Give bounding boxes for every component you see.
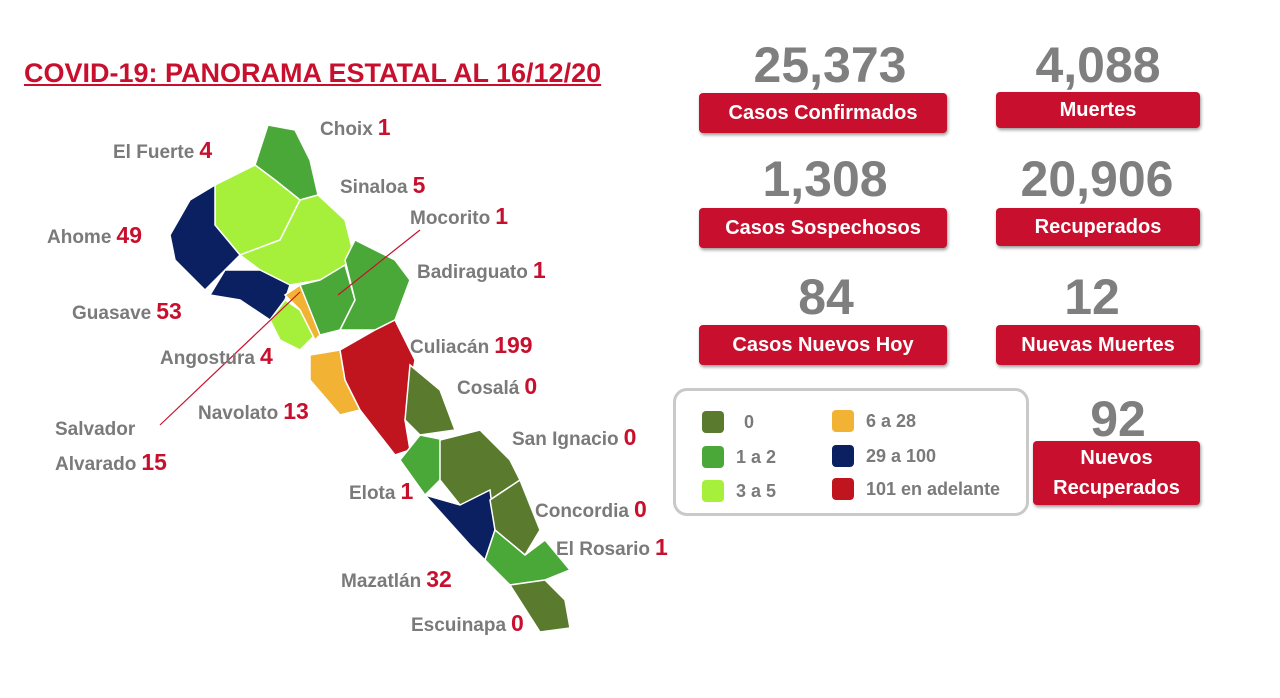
municipality: Angostura 4 xyxy=(160,343,273,370)
culiacan xyxy=(339,318,416,456)
municipality: Culiacán 199 xyxy=(410,332,533,359)
municipality-name: Choix xyxy=(320,119,373,140)
municipality-value: 1 xyxy=(495,203,509,229)
municipality-value: 0 xyxy=(511,610,524,636)
municipality-value: 1 xyxy=(532,257,546,283)
legend-swatch xyxy=(832,445,854,467)
municipality: Mocorito 1 xyxy=(410,203,508,230)
municipality: Guasave 53 xyxy=(72,298,182,325)
municipality-name: Culiacán xyxy=(410,337,490,358)
municipality: Choix 1 xyxy=(320,114,391,141)
stat-label: Muertes xyxy=(996,92,1200,128)
legend-swatch xyxy=(702,480,724,502)
municipality-value: 53 xyxy=(156,298,182,324)
municipality-name: Concordia xyxy=(535,501,629,522)
municipality: San Ignacio 0 xyxy=(512,424,636,451)
stat-value: 92 xyxy=(1090,391,1146,447)
stat-label: Nuevos Recuperados xyxy=(1033,441,1200,505)
municipality: Escuinapa 0 xyxy=(411,610,524,637)
municipality: Badiraguato 1 xyxy=(417,257,546,284)
legend-label: 3 a 5 xyxy=(736,480,777,501)
stat-value: 4,088 xyxy=(1035,37,1161,93)
escuinapa xyxy=(508,579,571,633)
legend-label: 6 a 28 xyxy=(866,410,917,431)
municipality-name: Cosalá xyxy=(457,378,520,399)
legend-item: 101 en adelante xyxy=(832,478,1000,500)
stat-value: 84 xyxy=(798,269,854,325)
municipality-value: 4 xyxy=(260,343,273,369)
municipality-name: Navolato xyxy=(198,403,279,424)
municipality-value: 0 xyxy=(524,373,538,399)
map xyxy=(159,124,572,633)
municipality-name: San Ignacio xyxy=(512,429,619,450)
municipality-name: Guasave xyxy=(72,303,152,324)
legend-item: 6 a 28 xyxy=(832,410,916,432)
municipality-value: 1 xyxy=(654,534,668,560)
municipality-value: 199 xyxy=(494,332,533,358)
stat-label: Casos Sospechosos xyxy=(699,208,947,248)
legend-label: 1 a 2 xyxy=(736,446,777,467)
municipality-name: Badiraguato xyxy=(417,262,528,283)
stat-label: Casos Nuevos Hoy xyxy=(699,325,947,365)
legend-item: 0 xyxy=(702,411,754,433)
stat-label: Nuevas Muertes xyxy=(996,325,1200,365)
stat-value: 20,906 xyxy=(1020,151,1174,207)
stat-label: Casos Confirmados xyxy=(699,93,947,133)
municipality-name: Sinaloa xyxy=(340,177,408,198)
municipality: El Fuerte 4 xyxy=(113,137,212,164)
municipality-value: 32 xyxy=(426,566,452,592)
municipality-value: 1 xyxy=(377,114,391,140)
municipality-name: Escuinapa xyxy=(411,615,507,636)
legend-swatch xyxy=(702,411,724,433)
municipality: Navolato 13 xyxy=(198,398,309,425)
legend: 0 1 a 2 3 a 5 6 a 28 29 a 100 101 en adelante xyxy=(673,388,1029,516)
legend-item: 1 a 2 xyxy=(702,446,776,468)
pointer-line xyxy=(159,291,301,426)
municipalities xyxy=(169,124,572,633)
municipality-value: 15 xyxy=(141,449,167,475)
municipality-value: 0 xyxy=(633,496,647,522)
cosala xyxy=(404,363,457,436)
municipality: Mazatlán 32 xyxy=(341,566,452,593)
municipality-name: Ahome xyxy=(47,227,112,248)
stat-value: 1,308 xyxy=(762,151,888,207)
sinaloa xyxy=(238,194,356,286)
pointer-line xyxy=(337,229,421,296)
municipality: El Rosario 1 xyxy=(556,534,668,561)
stat-value: 12 xyxy=(1064,269,1120,325)
stat-value: 25,373 xyxy=(753,37,907,93)
municipality-value: 13 xyxy=(283,398,309,424)
municipality-name: Elota xyxy=(349,483,396,504)
municipality: Cosalá 0 xyxy=(457,373,537,400)
municipality-value: 49 xyxy=(116,222,142,248)
title: COVID-19: PANORAMA ESTATAL AL 16/12/20 xyxy=(24,58,602,88)
legend-swatch xyxy=(832,478,854,500)
legend-item: 3 a 5 xyxy=(702,480,776,502)
municipality: Salvador Alvarado 15 xyxy=(55,414,167,481)
legend-swatch xyxy=(832,410,854,432)
legend-swatch xyxy=(702,446,724,468)
stat-label: Recuperados xyxy=(996,208,1200,246)
municipality-name: El Rosario xyxy=(556,539,650,560)
municipality: Ahome 49 xyxy=(47,222,142,249)
municipality-value: 5 xyxy=(412,172,426,198)
legend-label: 29 a 100 xyxy=(866,445,937,466)
municipality-name: Mazatlán xyxy=(341,571,422,592)
municipality-value: 4 xyxy=(199,137,213,163)
municipality-value: 1 xyxy=(400,478,414,504)
municipality: Elota 1 xyxy=(349,478,413,505)
municipality: Sinaloa 5 xyxy=(340,172,425,199)
legend-label: 0 xyxy=(744,411,755,432)
legend-label: 101 en adelante xyxy=(866,478,1001,499)
municipality: Concordia 0 xyxy=(535,496,647,523)
municipality-value: 0 xyxy=(623,424,637,450)
municipality-name: Mocorito xyxy=(410,208,491,229)
municipality-name: Angostura xyxy=(160,348,255,369)
municipality-name: El Fuerte xyxy=(113,142,195,163)
municipality-name: Salvador Alvarado xyxy=(55,419,137,475)
legend-item: 29 a 100 xyxy=(832,445,936,467)
